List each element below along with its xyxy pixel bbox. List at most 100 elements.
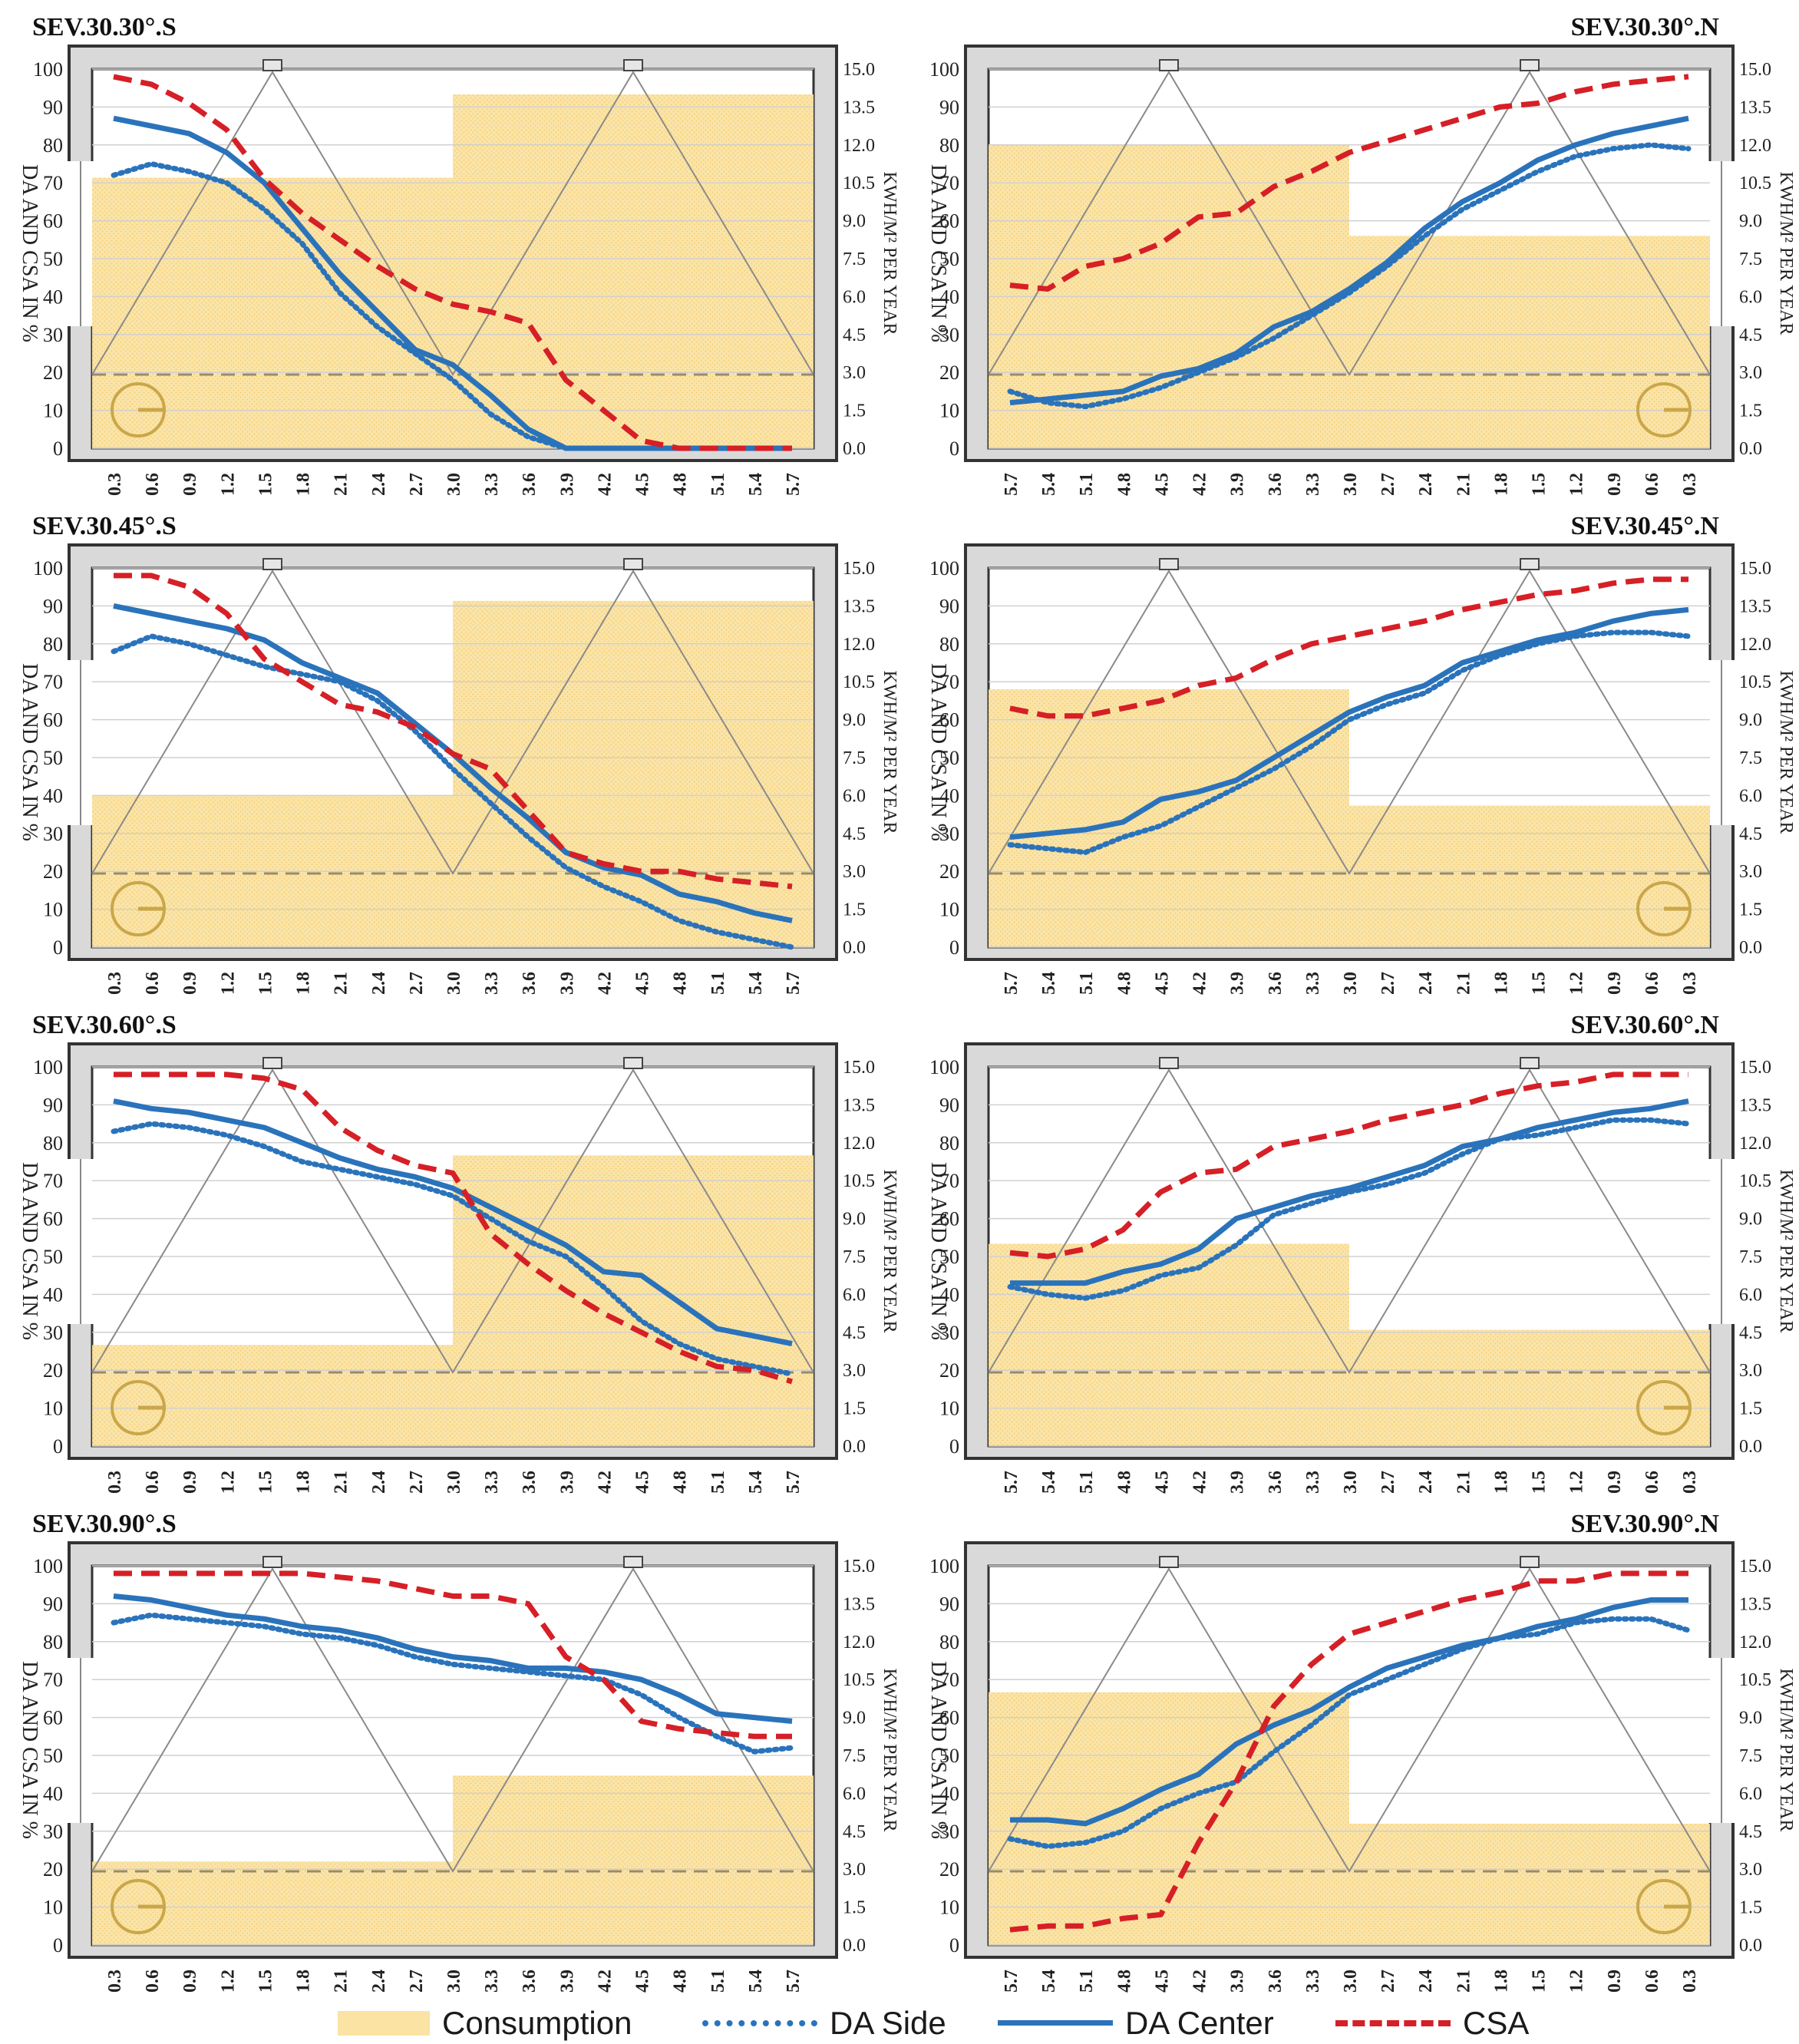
y-tick-label: 30	[939, 1821, 959, 1843]
left-axis-label: DA AND CSA IN %	[18, 164, 41, 342]
x-tick-label: 3.6	[520, 1471, 540, 1494]
y2-tick-label: 10.5	[843, 1171, 875, 1191]
x-tick-label: 4.2	[1190, 1471, 1210, 1494]
x-tick-label: 4.5	[1152, 473, 1172, 496]
light-cone	[91, 71, 814, 376]
y-tick-label: 100	[929, 1555, 959, 1577]
y-tick-label: 50	[43, 1246, 63, 1268]
y2-tick-label: 1.5	[843, 1898, 866, 1918]
x-tick-label: 2.1	[332, 1471, 352, 1494]
y2-tick-label: 3.0	[1739, 1361, 1762, 1381]
y-tick-label: 50	[939, 1745, 959, 1767]
x-tick-label: 5.4	[1039, 972, 1059, 995]
x-tick-label: 3.6	[520, 972, 540, 995]
x-tick-label: 3.9	[557, 972, 577, 995]
x-tick-label: 3.3	[1303, 972, 1323, 995]
y2-tick-label: 0.0	[1739, 938, 1762, 958]
x-tick-label: 3.6	[1266, 1970, 1286, 1993]
y2-tick-label: 10.5	[1739, 173, 1771, 193]
light-cone	[988, 1567, 1711, 1873]
x-tick-label: 5.4	[746, 1471, 766, 1494]
light-fixture	[1159, 558, 1179, 570]
y-tick-label: 0	[53, 438, 63, 460]
legend: Consumption DA Side DA Center CSA	[0, 2002, 1799, 2044]
light-fixture	[1159, 1556, 1179, 1568]
y-tick-label: 40	[43, 1283, 63, 1306]
x-tick-label: 4.5	[633, 1970, 653, 1993]
y-tick-label: 30	[43, 1322, 63, 1344]
x-tick-label: 2.7	[407, 972, 427, 995]
left-axis-label: DA AND CSA IN %	[926, 1162, 950, 1340]
x-tick-label: 4.8	[671, 1471, 691, 1494]
x-tick-label: 3.0	[1341, 972, 1361, 995]
y2-tick-label: 1.5	[1739, 1399, 1762, 1419]
y-tick-label: 30	[939, 324, 959, 346]
x-tick-label: 2.4	[369, 1970, 389, 1993]
x-tick-label: 1.5	[256, 972, 276, 995]
x-tick-label: 2.4	[1416, 1970, 1436, 1993]
x-tick-label: 0.6	[143, 972, 163, 995]
right-axis-label: KWH/M² PER YEAR	[1776, 172, 1796, 335]
consumption-bar	[989, 689, 1349, 947]
series-line-csa	[1009, 1072, 1688, 1260]
x-tick-label: 5.7	[784, 1471, 804, 1494]
x-tick-label: 3.9	[1228, 1970, 1248, 1993]
y2-tick-label: 9.0	[1739, 212, 1762, 232]
x-tick-label: 0.9	[180, 972, 200, 995]
x-tick-label: 3.0	[1341, 1970, 1361, 1993]
y2-tick-label: 9.0	[843, 212, 866, 232]
series-line-da-side	[111, 633, 795, 950]
y2-tick-label: 1.5	[1739, 900, 1762, 920]
x-tick-label: 4.8	[1114, 1471, 1134, 1494]
series-line-da-side	[1007, 142, 1692, 410]
y-tick-label: 50	[939, 747, 959, 769]
y2-tick-label: 13.5	[843, 1594, 875, 1614]
left-axis-label: DA AND CSA IN %	[926, 1661, 950, 1839]
x-tick-label: 3.6	[520, 1970, 540, 1993]
x-tick-label: 4.5	[633, 1471, 653, 1494]
y-tick-label: 90	[939, 96, 959, 118]
y-tick-label: 0	[53, 1934, 63, 1956]
y2-tick-label: 15.0	[843, 60, 875, 80]
y-tick-label: 40	[43, 784, 63, 807]
x-tick-label: 5.4	[1039, 1471, 1059, 1494]
y2-tick-label: 9.0	[843, 711, 866, 731]
y-tick-label: 40	[939, 784, 959, 807]
y-tick-label: 70	[43, 1170, 63, 1192]
x-tick-label: 1.5	[256, 473, 276, 496]
left-axis-label: DA AND CSA IN %	[926, 663, 950, 841]
x-tick-label: 3.3	[482, 1970, 502, 1993]
x-tick-label: 0.6	[143, 1970, 163, 1993]
y-tick-label: 10	[43, 1398, 63, 1420]
right-axis-label: KWH/M² PER YEAR	[1776, 671, 1796, 834]
light-fixture	[262, 1556, 282, 1568]
light-cone	[91, 570, 814, 875]
y2-tick-label: 4.5	[843, 824, 866, 844]
series-line-da-side	[111, 1121, 795, 1377]
y2-tick-label: 10.5	[843, 173, 875, 193]
y2-tick-label: 12.0	[1739, 1633, 1771, 1653]
y2-tick-label: 10.5	[1739, 672, 1771, 692]
x-tick-label: 0.9	[1605, 1471, 1625, 1494]
y2-tick-label: 4.5	[843, 1323, 866, 1343]
y2-tick-label: 12.0	[1739, 1134, 1771, 1154]
y2-tick-label: 1.5	[843, 401, 866, 421]
left-axis-label: DA AND CSA IN %	[18, 663, 41, 841]
y-tick-label: 100	[33, 557, 63, 580]
y2-tick-label: 6.0	[843, 1784, 866, 1804]
x-tick-label: 3.0	[444, 972, 464, 995]
x-tick-label: 1.5	[1530, 473, 1550, 496]
x-tick-label: 1.8	[1491, 1970, 1511, 1993]
y-tick-label: 100	[33, 1555, 63, 1577]
x-tick-label: 0.6	[1642, 1471, 1662, 1494]
light-fixture	[623, 1057, 643, 1069]
x-tick-label: 4.2	[595, 972, 615, 995]
legend-swatch-csa	[1335, 2019, 1451, 2026]
y2-tick-label: 12.0	[1739, 635, 1771, 655]
x-tick-label: 5.4	[746, 473, 766, 496]
y-tick-label: 90	[939, 1593, 959, 1615]
x-tick-label: 4.2	[595, 1471, 615, 1494]
left-axis-label: DA AND CSA IN %	[926, 164, 950, 342]
y2-tick-label: 15.0	[1739, 559, 1771, 579]
